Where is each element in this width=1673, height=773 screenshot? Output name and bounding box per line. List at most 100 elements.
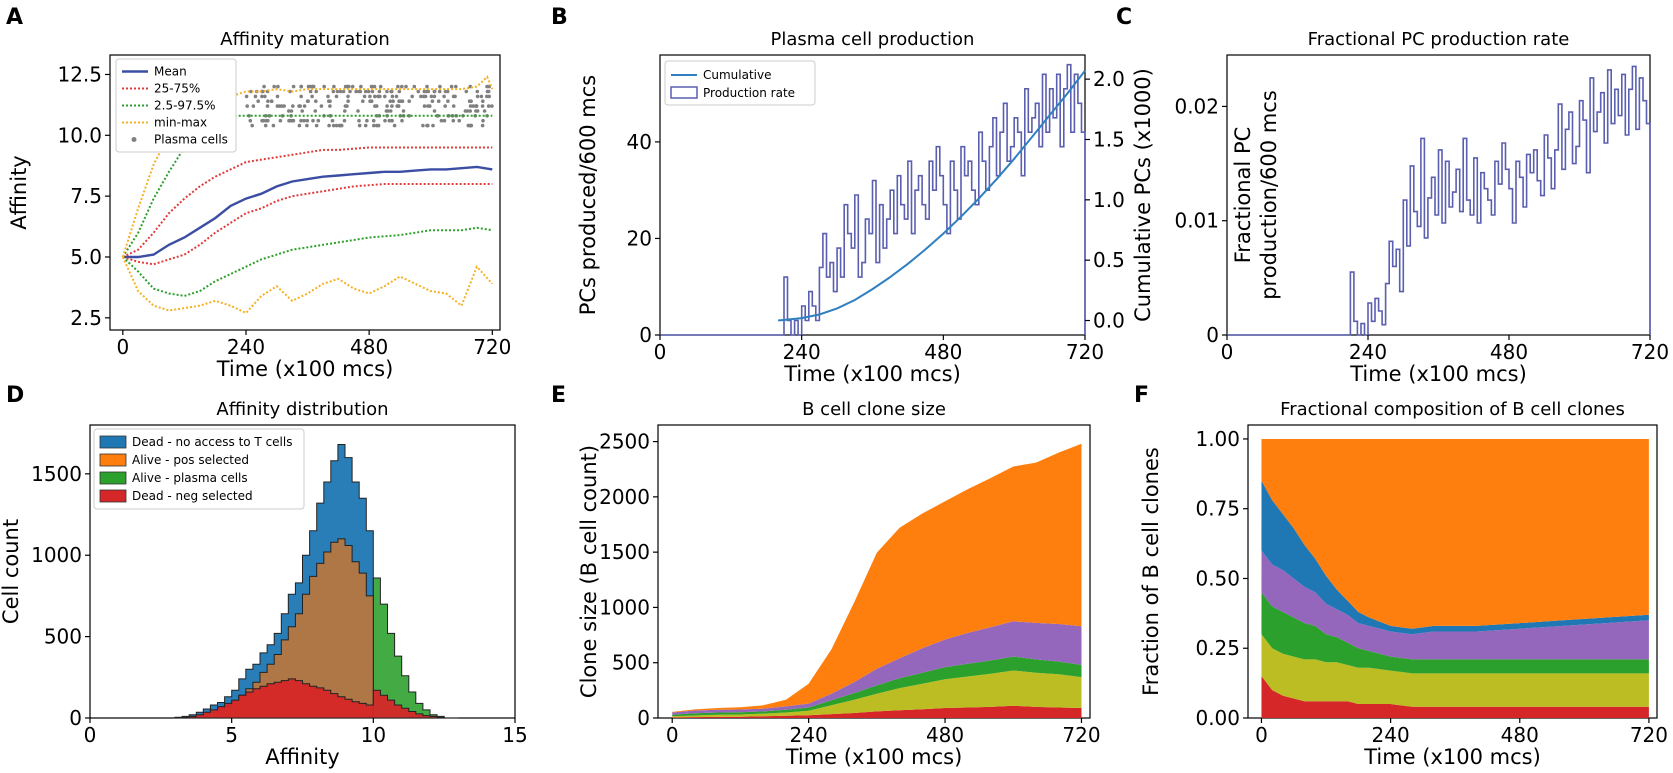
plasma-cell-point xyxy=(388,109,393,113)
area-clone-1-red- xyxy=(1261,676,1649,718)
legend-label: Dead - no access to T cells xyxy=(132,435,292,449)
plasma-cell-point xyxy=(466,123,471,128)
plasma-cell-point xyxy=(326,94,330,99)
plasma-cell-point xyxy=(314,89,319,94)
plasma-cell-point xyxy=(377,89,382,94)
plasma-cell-point xyxy=(419,94,423,99)
chart-title: Fractional PC production rate xyxy=(1308,29,1570,50)
plasma-cell-point xyxy=(400,84,404,89)
x-axis-label: Time (x100 mcs) xyxy=(785,745,963,769)
plasma-cell-point xyxy=(394,94,399,99)
plasma-cell-point xyxy=(363,123,368,128)
plasma-cell-point xyxy=(245,104,249,108)
plasma-cell-point xyxy=(331,123,336,128)
plasma-cell-point xyxy=(368,94,372,99)
series-line-2-5-97-5-lower xyxy=(122,226,493,297)
plasma-cell-point xyxy=(263,94,267,99)
plasma-cell-point xyxy=(343,104,348,108)
plasma-cell-point xyxy=(469,99,473,103)
x-tick-label: 0 xyxy=(116,335,129,359)
panel-d: Affinity distribution 0 5 10 15 Affinity 0 500 1… xyxy=(0,399,528,769)
y-tick-label: 1000 xyxy=(31,543,82,567)
y-tick-label: 1500 xyxy=(31,462,82,486)
plasma-cell-point xyxy=(261,118,266,123)
plasma-cell-point xyxy=(404,84,408,89)
chart-title: Affinity distribution xyxy=(216,399,388,420)
plasma-cell-point xyxy=(469,123,474,128)
plasma-cell-point xyxy=(374,104,379,108)
y-tick-label: 0.25 xyxy=(1195,636,1240,660)
plasma-cell-point xyxy=(436,99,441,103)
plasma-cell-point xyxy=(479,94,484,99)
legend-box xyxy=(93,428,305,510)
chart-title: Fractional composition of B cell clones xyxy=(1280,399,1625,420)
plasma-cell-point xyxy=(437,89,442,94)
area-clone-4-purple- xyxy=(1261,550,1649,660)
legend-label: Cumulative xyxy=(703,68,772,82)
plasma-cell-point xyxy=(385,89,389,94)
legend-swatch xyxy=(131,137,137,142)
plasma-cell-point xyxy=(422,104,427,108)
x-tick-label: 10 xyxy=(361,723,386,747)
panel-a: Affinity maturation 0 240 480 720 Time (x100 … xyxy=(7,29,511,381)
plasma-cell-point xyxy=(439,118,444,123)
legend-swatch xyxy=(99,471,127,485)
plasma-cell-point xyxy=(385,104,389,108)
histogram-dead-neg-selected xyxy=(175,678,459,719)
plasma-cell-point xyxy=(365,118,369,123)
y-tick-label: 0.01 xyxy=(1174,209,1219,233)
y-tick-label: 2500 xyxy=(599,430,650,454)
plasma-cell-point xyxy=(339,123,344,128)
x-tick-label: 15 xyxy=(502,723,527,747)
legend-label: Production rate xyxy=(703,86,795,100)
plasma-cell-point xyxy=(291,104,295,108)
y-right-tick-label: 1.5 xyxy=(1093,127,1125,151)
plasma-cell-point xyxy=(346,94,350,99)
plasma-cell-point xyxy=(400,118,404,123)
legend-label: Alive - plasma cells xyxy=(132,471,248,485)
plasma-cell-point xyxy=(357,123,362,128)
x-tick-label: 480 xyxy=(1490,340,1528,364)
plasma-cell-point xyxy=(429,94,434,99)
plasma-cell-point xyxy=(454,84,458,89)
plasma-cell-point xyxy=(475,89,480,94)
plasma-cell-point xyxy=(480,104,485,108)
plasma-cell-point xyxy=(372,123,376,128)
plasma-cell-point xyxy=(362,94,367,99)
plasma-cell-point xyxy=(359,84,363,89)
plasma-cell-point xyxy=(264,118,268,123)
plasma-cell-point xyxy=(428,104,432,108)
plasma-cell-point xyxy=(475,94,480,99)
plasma-cell-point xyxy=(330,118,335,123)
fractional-rate-steps xyxy=(1227,65,1651,336)
x-tick-label: 720 xyxy=(1062,723,1100,747)
plasma-cell-point xyxy=(481,99,485,103)
plasma-cell-point xyxy=(370,84,374,89)
x-axis-label: Time (x100 mcs) xyxy=(216,357,394,381)
plasma-cell-point xyxy=(328,104,332,108)
plasma-cell-point xyxy=(275,94,280,99)
plasma-cell-point xyxy=(357,118,361,123)
plasma-cell-point xyxy=(291,84,296,89)
plasma-cell-point xyxy=(449,84,454,89)
y-tick-label: 2000 xyxy=(599,485,650,509)
plasma-cell-point xyxy=(490,104,494,108)
x-tick-label: 480 xyxy=(926,723,964,747)
plasma-cell-point xyxy=(387,118,392,123)
plasma-cell-point xyxy=(401,109,406,113)
y-tick-label: 0.00 xyxy=(1195,706,1240,730)
y-tick-label: 7.5 xyxy=(70,184,102,208)
y-tick-label: 10.0 xyxy=(57,123,102,147)
panel-f: Fractional composition of B cell clones 0… xyxy=(1139,399,1668,769)
plasma-cell-point xyxy=(425,84,429,89)
plasma-cell-point xyxy=(397,99,401,103)
legend-swatch xyxy=(99,489,127,503)
plasma-cell-point xyxy=(334,94,339,99)
plasma-cell-point xyxy=(287,109,291,113)
production-rate-steps xyxy=(660,63,1086,336)
plasma-cell-point xyxy=(331,89,336,94)
plasma-cell-point xyxy=(431,123,435,128)
plasma-cell-point xyxy=(485,84,489,89)
plasma-cell-point xyxy=(369,99,374,103)
y-tick-label: 500 xyxy=(612,651,650,675)
